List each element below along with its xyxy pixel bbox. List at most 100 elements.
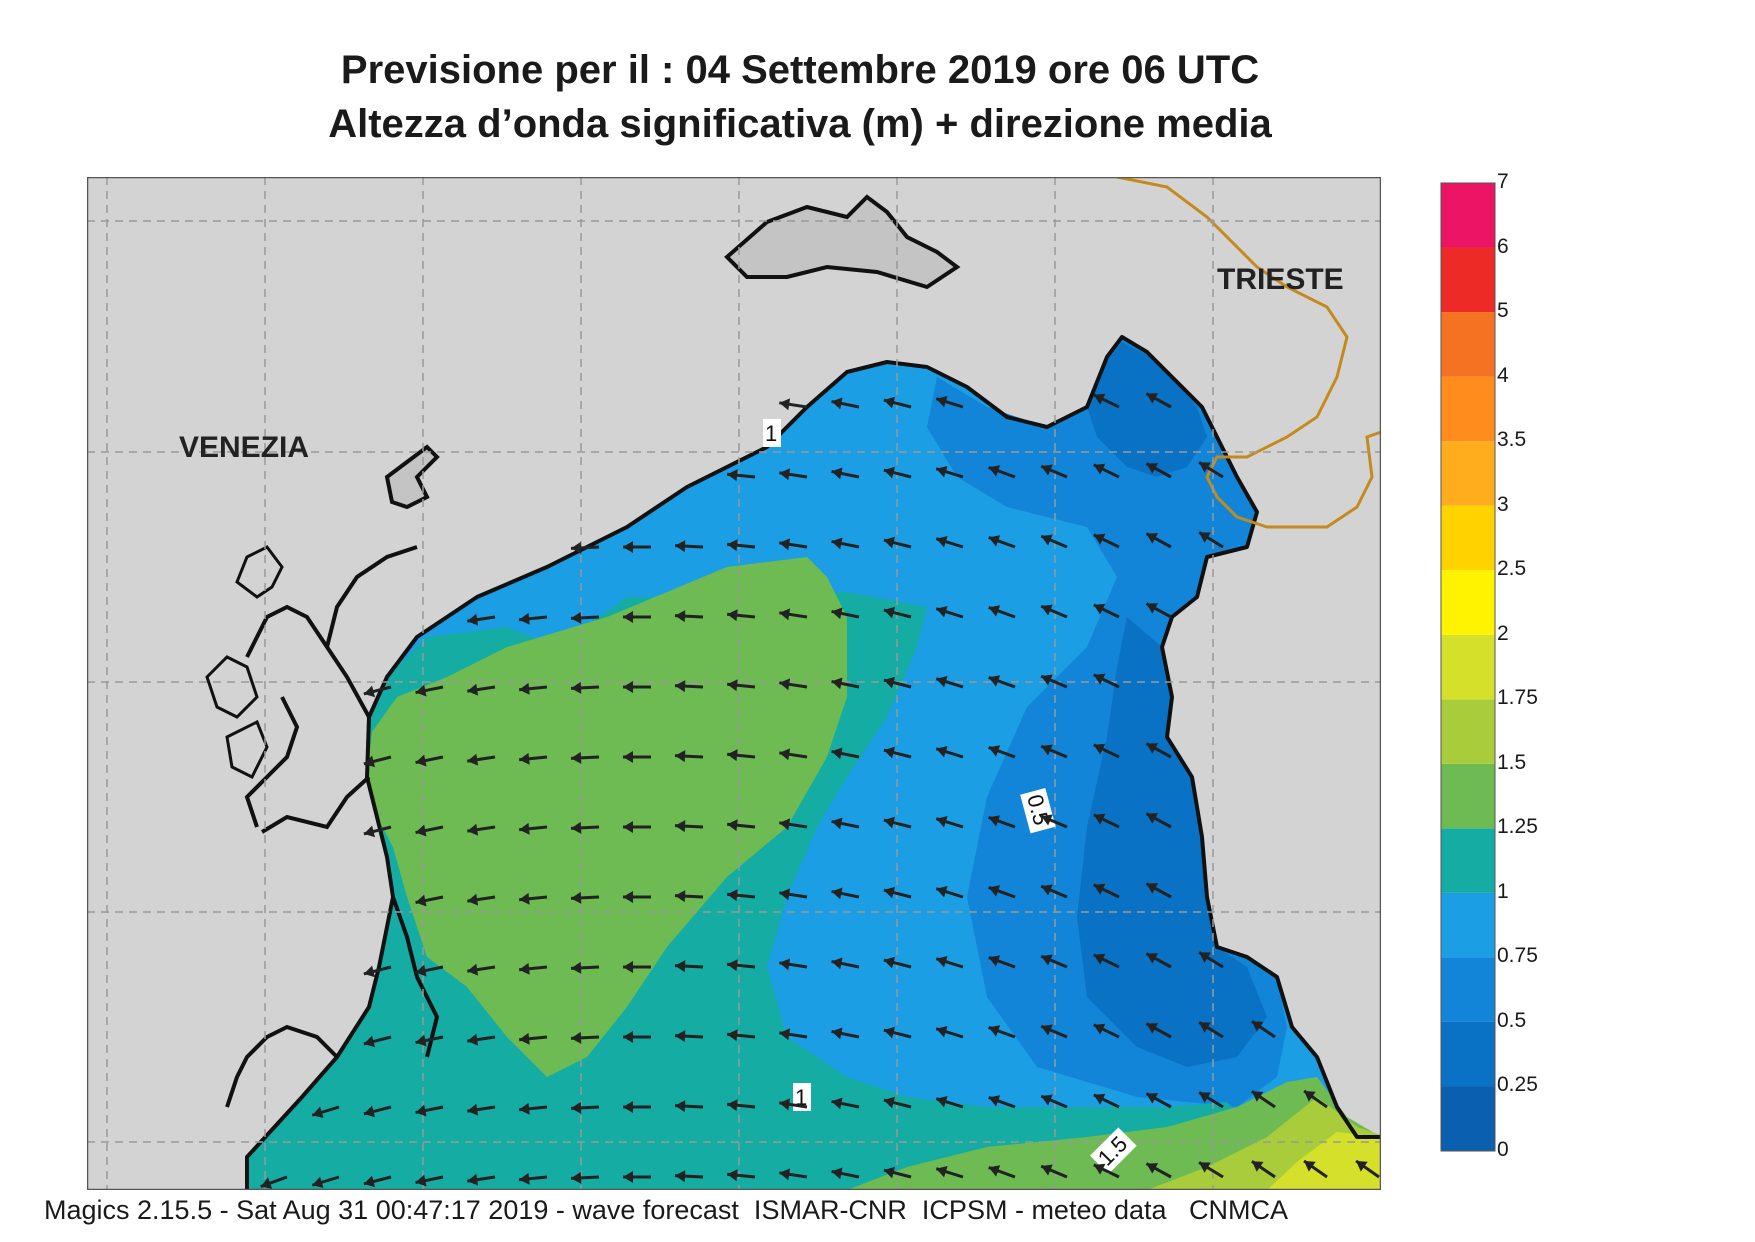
- wave-direction-arrowhead: [415, 1104, 427, 1117]
- wave-direction-arrowhead: [988, 535, 1001, 547]
- wave-direction-arrowhead: [1093, 603, 1106, 615]
- legend-tick-label: 1.75: [1497, 686, 1538, 710]
- wave-direction-arrowhead: [831, 1097, 843, 1110]
- wave-direction-arrowhead: [727, 959, 738, 972]
- wave-direction-arrowhead: [831, 887, 843, 900]
- legend-swatch: [1441, 828, 1495, 893]
- legend-swatch: [1441, 183, 1495, 248]
- wave-direction-arrowhead: [1146, 813, 1159, 824]
- wave-direction-arrowhead: [779, 678, 791, 691]
- wave-direction-arrowhead: [623, 540, 634, 553]
- wave-direction-arrowhead: [883, 606, 896, 619]
- wave-direction-arrowhead: [1146, 1093, 1159, 1104]
- wave-direction-arrowhead: [363, 755, 376, 768]
- wave-direction-arrowhead: [571, 681, 582, 694]
- wave-direction-arrowhead: [571, 1031, 582, 1044]
- wave-direction-arrowhead: [936, 605, 948, 618]
- wave-direction-arrowhead: [1093, 883, 1106, 895]
- legend-tick-label: 3: [1497, 492, 1509, 516]
- wave-direction-arrowhead: [1093, 813, 1106, 825]
- wave-direction-arrowhead: [1093, 743, 1106, 755]
- legend-tick-label: 5: [1497, 299, 1509, 323]
- wave-direction-arrowhead: [727, 1099, 738, 1112]
- wave-direction-arrowhead: [936, 1165, 948, 1178]
- wave-direction-arrowhead: [727, 889, 738, 902]
- wave-direction-arrowhead: [1041, 464, 1053, 476]
- wave-direction-arrowhead: [623, 960, 634, 973]
- wave-direction-arrowhead: [1093, 1093, 1106, 1105]
- wave-direction-arrowhead: [883, 816, 896, 829]
- wave-direction-arrowhead: [1093, 1163, 1106, 1175]
- wave-direction-arrowhead: [727, 1029, 738, 1042]
- coastline: [245, 335, 1381, 1190]
- wave-direction-arrowhead: [988, 1165, 1001, 1177]
- wave-direction-arrowhead: [1041, 954, 1053, 966]
- wave-direction-arrowhead: [415, 964, 427, 977]
- wave-direction-arrowhead: [363, 1105, 376, 1118]
- wave-direction-arrowhead: [623, 1030, 634, 1043]
- wave-direction-arrowhead: [1041, 1024, 1053, 1036]
- wave-direction-arrowhead: [467, 893, 479, 906]
- wave-direction-arrowhead: [571, 821, 582, 834]
- wave-direction-arrowhead: [1251, 1161, 1264, 1172]
- legend-swatch: [1441, 376, 1495, 442]
- wave-direction-arrowhead: [467, 613, 479, 626]
- footer-credits: Magics 2.15.5 - Sat Aug 31 00:47:17 2019…: [44, 1195, 1289, 1225]
- wave-direction-arrowhead: [1251, 1091, 1264, 1102]
- wave-direction-arrowhead: [571, 541, 582, 554]
- wave-direction-arrowhead: [675, 750, 686, 763]
- wave-direction-arrowhead: [883, 1026, 896, 1039]
- wave-direction-arrowhead: [467, 1173, 479, 1186]
- contour-label-text: 1: [765, 421, 777, 446]
- wave-direction-arrowhead: [988, 465, 1001, 477]
- wave-direction-arrowhead: [519, 962, 530, 975]
- wave-direction-arrowhead: [363, 1175, 376, 1188]
- wave-direction-arrowhead: [1093, 463, 1106, 475]
- wave-direction-arrowhead: [831, 677, 843, 690]
- place-label-venezia: VENEZIA: [179, 431, 309, 464]
- legend-swatch: [1441, 312, 1495, 377]
- legend-frame: [1440, 182, 1496, 1152]
- wave-direction-arrowhead: [467, 1033, 479, 1046]
- wave-direction-arrowhead: [312, 1176, 324, 1189]
- wave-direction-arrowhead: [519, 1172, 530, 1185]
- legend-swatch: [1441, 570, 1495, 635]
- place-label-trieste: TRIESTE: [1217, 263, 1344, 296]
- wave-direction-arrowhead: [1356, 1160, 1368, 1172]
- wave-direction-arrowhead: [883, 956, 896, 969]
- wave-direction-arrowhead: [363, 825, 376, 838]
- wave-direction-arrowhead: [415, 824, 427, 837]
- wave-direction-arrowhead: [779, 398, 791, 411]
- wave-direction-arrowhead: [779, 608, 791, 621]
- legend-swatch: [1441, 1086, 1495, 1151]
- wave-direction-arrowhead: [1199, 462, 1211, 473]
- wave-direction-arrowhead: [415, 684, 427, 697]
- wave-direction-arrowhead: [1146, 883, 1159, 894]
- wave-direction-arrowhead: [467, 683, 479, 696]
- legend-tick-label: 1.25: [1497, 815, 1538, 839]
- legend-swatch: [1441, 699, 1495, 764]
- wave-direction-arrowhead: [571, 891, 582, 904]
- wave-direction-arrowhead: [779, 958, 791, 971]
- wave-direction-arrowhead: [571, 751, 582, 764]
- wave-direction-arrowhead: [415, 1034, 427, 1047]
- wave-direction-arrowhead: [1041, 674, 1053, 686]
- wave-direction-arrowhead: [623, 890, 634, 903]
- legend-swatch: [1441, 892, 1495, 958]
- wave-direction-arrowhead: [936, 675, 948, 688]
- north-land: [724, 194, 961, 290]
- legend-tick-label: 0.75: [1497, 944, 1538, 968]
- legend-tick-label: 2: [1497, 621, 1509, 645]
- contour-label-1-south: 1: [793, 1083, 811, 1111]
- wave-direction-arrowhead: [779, 1028, 791, 1041]
- wave-direction-arrowhead: [831, 1027, 843, 1040]
- wave-zone-0.25: [1077, 342, 1267, 1067]
- legend-tick-label: 6: [1497, 234, 1509, 258]
- legend-swatch: [1441, 763, 1495, 829]
- wave-direction-arrowhead: [1146, 1163, 1159, 1174]
- wave-direction-arrowhead: [1199, 1162, 1211, 1173]
- wave-direction-arrowhead: [727, 539, 738, 552]
- wave-direction-arrowhead: [936, 1025, 948, 1038]
- wave-direction-arrowhead: [883, 1096, 896, 1109]
- wave-direction-arrowhead: [467, 963, 479, 976]
